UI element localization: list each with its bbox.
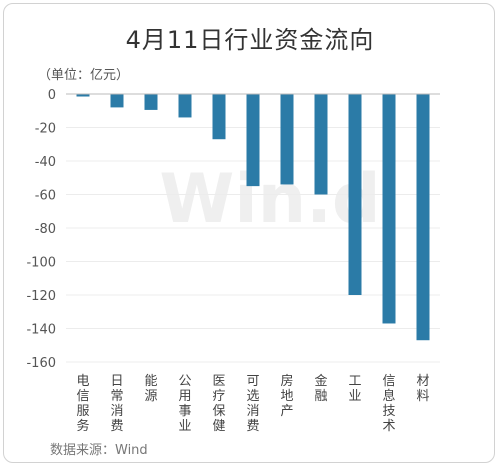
y-tick-label: -60 [35,189,56,204]
bar-2 [144,94,158,110]
x-category-label: 电信服务 [76,374,89,434]
x-category-label: 信息技术 [382,374,395,434]
x-category-label: 房地产 [280,373,293,419]
bar-10 [416,94,430,341]
x-category-label: 材料 [416,374,429,404]
x-category-label: 工业 [348,374,361,404]
x-category-label: 金融 [314,373,327,404]
bar-6 [280,94,294,185]
y-tick-label: -100 [26,256,56,271]
y-tick-label: -20 [35,122,56,137]
bar-7 [314,94,328,195]
bar-1 [110,94,124,108]
source-label: 数据来源：Wind [50,443,148,458]
x-category-label: 公用事业 [178,374,191,434]
y-tick-label: -140 [26,323,56,338]
bar-0 [76,94,90,97]
x-category-label: 能源 [144,374,157,404]
y-tick-label: -40 [35,155,56,170]
bar-4 [212,94,226,140]
y-tick-label: -120 [26,289,56,304]
watermark-text: Win.d [159,160,380,239]
y-tick-label: -80 [35,222,56,237]
unit-label: （单位：亿元） [38,68,130,83]
x-category-label: 日常消费 [110,374,123,434]
y-tick-label: -160 [26,356,56,371]
y-tick-label: 0 [48,88,56,103]
bar-3 [178,94,192,118]
chart-frame [3,3,495,463]
bar-9 [382,94,396,324]
bar-5 [246,94,260,187]
bar-8 [348,94,362,295]
x-category-label: 医疗保健 [212,374,225,434]
chart-title: 4月11日行业资金流向 [125,26,375,54]
x-category-label: 可选消费 [246,374,259,434]
